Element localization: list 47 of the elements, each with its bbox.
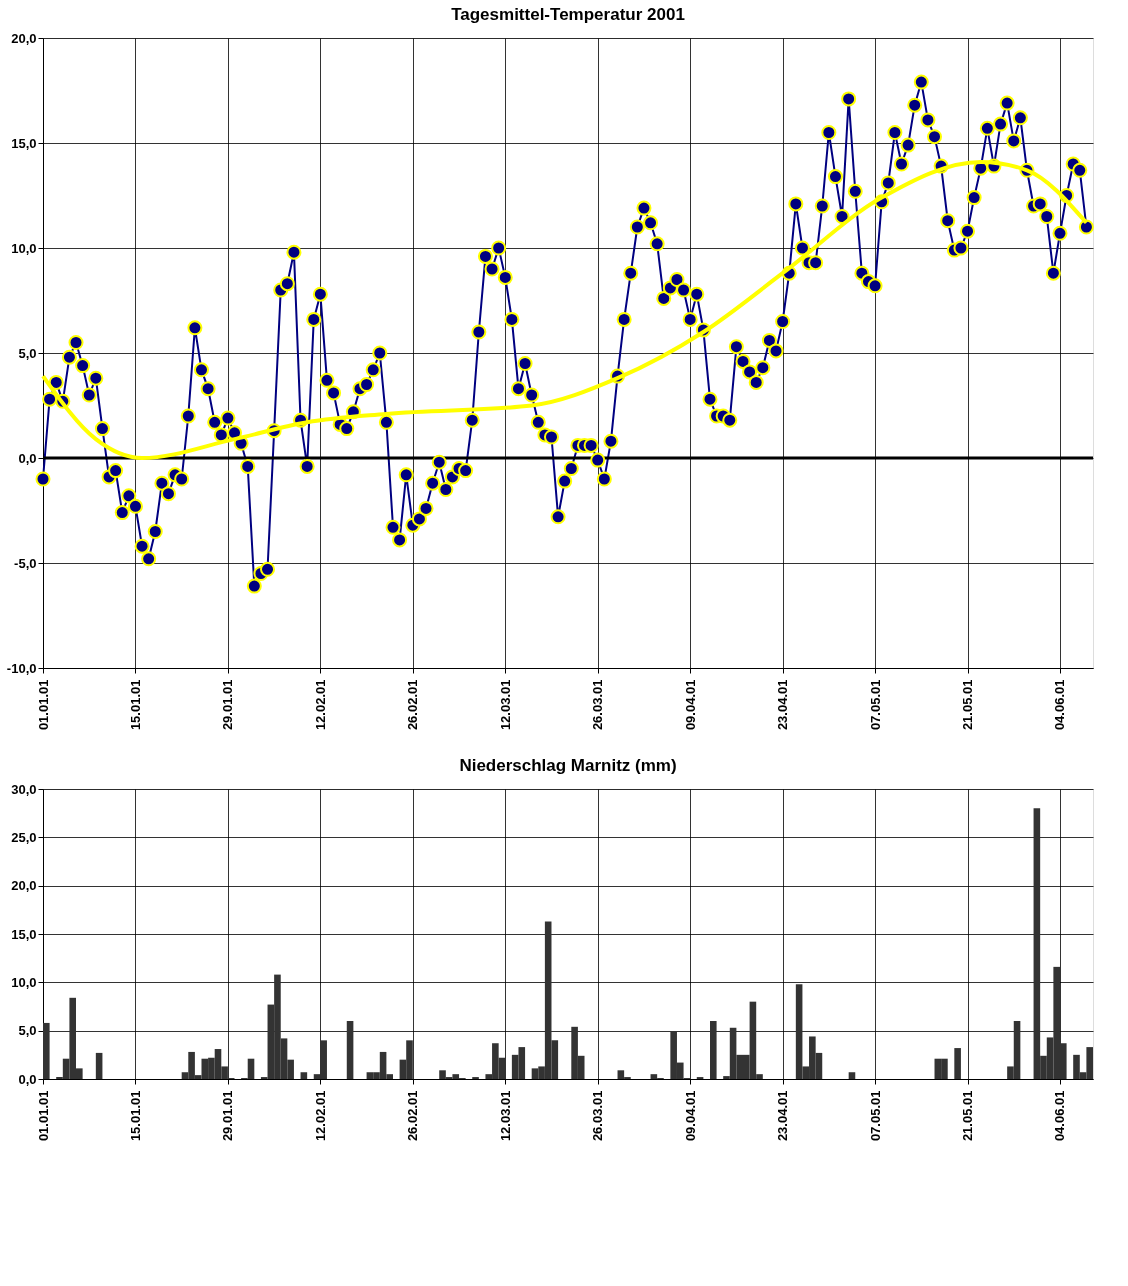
- y-tick-label: 5,0: [18, 1023, 37, 1039]
- x-tick-label: 12.02.01: [312, 679, 328, 731]
- x-tick-label: 29.01.01: [220, 679, 236, 731]
- y-tick-label: 15,0: [11, 135, 37, 151]
- x-tick-label: 26.02.01: [405, 679, 421, 731]
- x-tick-label: 15.01.01: [127, 1090, 143, 1142]
- x-tick-label: 12.03.01: [497, 679, 513, 731]
- y-tick-label: -5,0: [14, 555, 37, 571]
- x-tick-label: 26.02.01: [405, 1090, 421, 1142]
- bar: [954, 1048, 961, 1079]
- y-tick-label: 10,0: [11, 974, 37, 990]
- x-tick-label: 21.05.01: [960, 679, 976, 731]
- y-tick-label: 20,0: [11, 878, 37, 894]
- y-tick-label: 0,0: [18, 1071, 37, 1087]
- bar: [95, 1052, 103, 1079]
- y-tick-label: 15,0: [11, 926, 37, 942]
- x-tick-label: 26.03.01: [590, 1090, 606, 1142]
- bar: [300, 1072, 308, 1079]
- x-tick-label: 29.01.01: [220, 1090, 236, 1142]
- bar: [709, 1021, 717, 1079]
- x-tick-label: 12.03.01: [497, 1090, 513, 1142]
- chart-title: Tagesmittel-Temperatur 2001: [451, 5, 685, 24]
- y-tick-label: 0,0: [18, 450, 37, 466]
- x-tick-label: 23.04.01: [775, 679, 791, 731]
- y-tick-label: 30,0: [11, 781, 37, 797]
- x-tick-label: 04.06.01: [1052, 1090, 1068, 1142]
- x-tick-label: 04.06.01: [1052, 679, 1068, 731]
- x-tick-label: 26.03.01: [590, 679, 606, 731]
- x-tick-label: 09.04.01: [682, 679, 698, 731]
- bar: [346, 1021, 354, 1079]
- chart-title: Niederschlag Marnitz (mm): [459, 756, 677, 775]
- x-tick-label: 07.05.01: [867, 679, 883, 731]
- x-tick-label: 12.02.01: [312, 1090, 328, 1142]
- x-tick-label: 07.05.01: [867, 1090, 883, 1142]
- x-tick-label: 23.04.01: [775, 1090, 791, 1142]
- bar: [848, 1072, 856, 1079]
- x-tick-label: 01.01.01: [35, 679, 51, 731]
- y-tick-label: 25,0: [11, 829, 37, 845]
- x-tick-label: 15.01.01: [127, 679, 143, 731]
- bar: [43, 1022, 50, 1079]
- y-tick-label: -10,0: [6, 660, 37, 676]
- y-tick-label: 10,0: [11, 240, 37, 256]
- y-tick-label: 20,0: [11, 30, 37, 46]
- y-tick-label: 5,0: [18, 345, 37, 361]
- x-tick-label: 09.04.01: [682, 1090, 698, 1142]
- x-tick-label: 21.05.01: [960, 1090, 976, 1142]
- x-tick-label: 01.01.01: [35, 1090, 51, 1142]
